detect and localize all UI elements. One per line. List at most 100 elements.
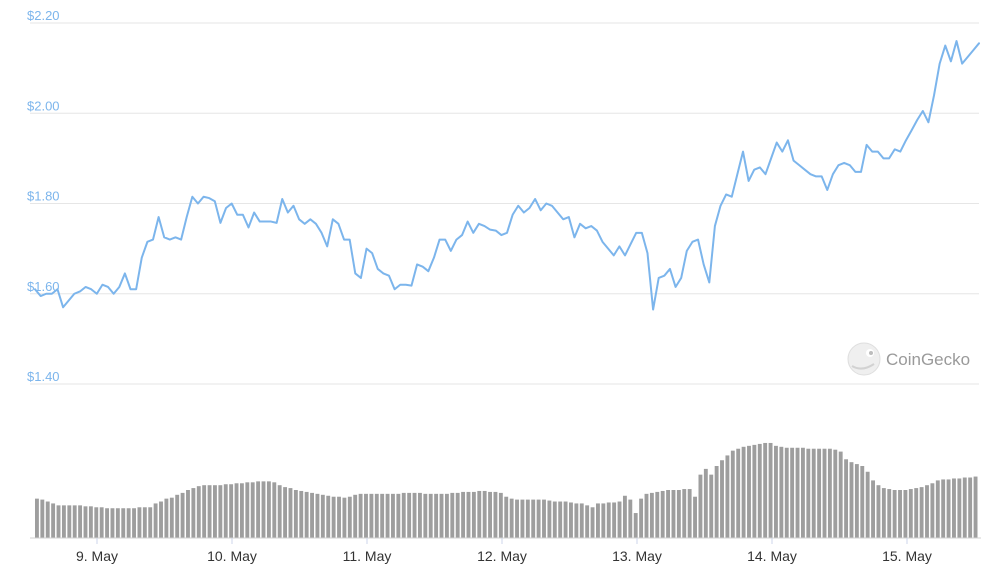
- volume-bar: [407, 492, 412, 538]
- y-tick-label: $2.20: [27, 8, 60, 23]
- volume-bar: [504, 496, 509, 538]
- volume-bar: [676, 490, 681, 538]
- volume-bar: [558, 501, 563, 538]
- volume-bar: [908, 489, 913, 538]
- volume-bar: [218, 485, 223, 538]
- volume-bar: [833, 449, 838, 538]
- volume-bar: [78, 505, 83, 538]
- volume-bar: [417, 492, 422, 538]
- x-axis-ticks: 9. May 10. May 11. May 12. May 13. May 14. Ma…: [76, 538, 932, 564]
- volume-bar: [574, 503, 579, 538]
- volume-bar: [477, 490, 482, 538]
- volume-bar: [903, 490, 908, 538]
- volume-bar: [952, 478, 956, 538]
- volume-bar: [871, 480, 875, 538]
- volume-bar: [784, 447, 789, 538]
- volume-bar: [612, 502, 617, 538]
- y-tick-label: $1.80: [27, 189, 60, 204]
- volume-bar: [99, 507, 104, 538]
- volume-bar: [56, 505, 61, 538]
- volume-bar: [547, 500, 552, 538]
- volume-bar: [649, 492, 654, 538]
- volume-bar: [585, 505, 590, 538]
- volume-bar: [725, 455, 730, 538]
- volume-bar: [579, 503, 584, 538]
- volume-bar: [72, 505, 77, 538]
- volume-bar: [444, 493, 449, 538]
- volume-bar: [180, 492, 185, 538]
- volume-bar: [606, 502, 611, 538]
- volume-bar: [396, 493, 401, 538]
- volume-bar: [466, 491, 471, 538]
- volume-bar: [132, 508, 136, 538]
- volume-bar: [536, 499, 541, 538]
- volume-bar: [714, 466, 719, 538]
- volume-bar: [720, 460, 724, 538]
- volume-bar: [374, 493, 379, 538]
- volume-bar: [509, 498, 514, 538]
- volume-bar: [310, 492, 314, 538]
- volume-bar: [439, 493, 444, 538]
- volume-bar: [752, 444, 757, 538]
- coingecko-watermark: CoinGecko: [847, 342, 970, 376]
- volume-bar: [288, 488, 293, 538]
- volume-bar: [391, 493, 395, 538]
- volume-bar: [919, 487, 924, 538]
- y-tick-label: $1.40: [27, 369, 60, 384]
- volume-bar: [412, 492, 417, 538]
- x-tick-label: 12. May: [477, 548, 527, 564]
- volume-bar: [563, 501, 568, 538]
- volume-bar: [229, 484, 234, 538]
- volume-bar: [730, 450, 735, 538]
- x-tick-label: 10. May: [207, 548, 257, 564]
- volume-bar: [639, 498, 644, 538]
- volume-bar: [126, 508, 131, 538]
- volume-bar: [272, 482, 277, 538]
- volume-bar: [666, 490, 671, 538]
- volume-bar: [596, 503, 600, 538]
- volume-bar: [757, 443, 762, 538]
- volume-bar: [898, 490, 902, 538]
- gecko-logo-icon: [847, 342, 881, 376]
- volume-bar: [277, 485, 282, 538]
- volume-bar: [261, 481, 266, 538]
- volume-bar: [153, 503, 158, 538]
- volume-bar: [250, 482, 255, 538]
- volume-bars: [35, 442, 978, 538]
- volume-bar: [644, 493, 649, 538]
- volume-bar: [110, 508, 115, 538]
- volume-bar: [768, 442, 773, 538]
- volume-bar: [196, 486, 201, 538]
- volume-bar: [142, 507, 147, 538]
- volume-bar: [35, 498, 39, 538]
- volume-bar: [83, 506, 88, 538]
- volume-bar: [498, 492, 503, 538]
- volume-bar: [342, 497, 347, 538]
- volume-bar: [148, 507, 153, 538]
- volume-bar: [854, 464, 859, 538]
- x-tick-label: 11. May: [343, 548, 392, 564]
- volume-bar: [552, 501, 557, 538]
- y-tick-label: $2.00: [27, 98, 60, 113]
- volume-bar: [935, 480, 940, 538]
- volume-bar: [94, 507, 99, 538]
- volume-bar: [763, 442, 768, 538]
- volume-bar: [385, 493, 390, 538]
- volume-bar: [622, 495, 627, 538]
- volume-bar: [347, 496, 352, 538]
- x-tick-label: 9. May: [76, 548, 118, 564]
- volume-bar: [774, 445, 778, 538]
- volume-bar: [925, 485, 929, 538]
- volume-bar: [946, 479, 951, 538]
- volume-bar: [115, 508, 120, 538]
- volume-bar: [525, 499, 530, 538]
- x-tick-label: 13. May: [612, 548, 662, 564]
- watermark-text: CoinGecko: [886, 350, 970, 369]
- volume-bar: [283, 487, 288, 538]
- volume-bar: [256, 481, 261, 538]
- volume-bar: [844, 459, 849, 538]
- volume-bar: [331, 496, 336, 538]
- volume-bar: [892, 490, 897, 538]
